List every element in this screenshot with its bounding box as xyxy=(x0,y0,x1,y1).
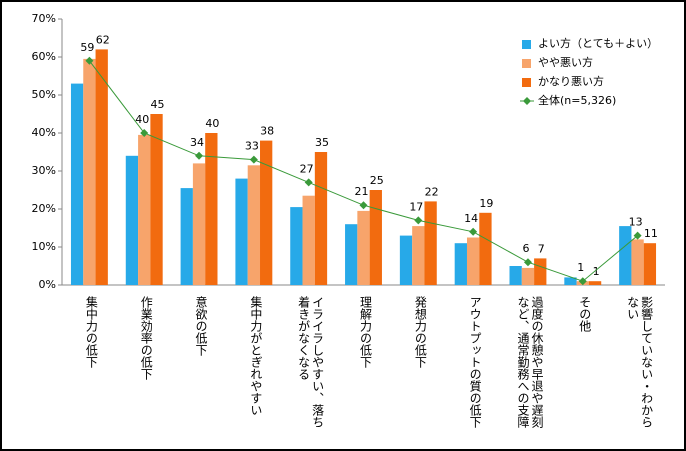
legend-marker xyxy=(523,97,531,105)
data-label: 25 xyxy=(370,174,384,187)
data-label: 13 xyxy=(629,216,643,229)
y-tick-label: 30% xyxy=(32,164,56,177)
data-label: 34 xyxy=(190,136,204,149)
bar xyxy=(399,235,413,285)
bar xyxy=(509,266,522,285)
bar xyxy=(125,155,139,285)
line-marker xyxy=(85,56,94,65)
bar xyxy=(205,133,218,285)
x-tick-label: その他 xyxy=(577,296,592,332)
data-label: 6 xyxy=(522,242,529,255)
line-marker xyxy=(469,227,478,236)
line-marker xyxy=(414,216,423,225)
data-label: 45 xyxy=(151,98,165,111)
bar xyxy=(290,207,303,285)
line-marker xyxy=(304,178,313,187)
legend-label: かなり悪い方 xyxy=(538,74,604,88)
data-label: 62 xyxy=(96,33,110,46)
bar xyxy=(534,258,547,285)
bar xyxy=(369,190,382,285)
bar xyxy=(643,243,657,285)
y-tick-label: 50% xyxy=(32,88,56,101)
y-tick-label: 60% xyxy=(32,50,56,63)
data-label: 22 xyxy=(425,185,439,198)
line-marker xyxy=(140,129,149,137)
data-label: 59 xyxy=(80,41,94,54)
bar xyxy=(631,239,644,285)
bar xyxy=(454,243,467,285)
line-marker xyxy=(195,151,204,160)
bar xyxy=(521,267,535,285)
y-tick-label: 0% xyxy=(39,278,56,291)
legend-swatch xyxy=(522,78,531,87)
bar xyxy=(192,163,206,285)
line-marker xyxy=(633,231,642,240)
bar xyxy=(412,226,425,285)
x-tick-label: 意欲の低下 xyxy=(194,296,209,356)
legend-label: やや悪い方 xyxy=(538,55,593,69)
bar xyxy=(70,83,84,285)
legend-swatch xyxy=(522,40,531,49)
legend-label: よい方（とても＋よい） xyxy=(538,36,658,50)
bar xyxy=(564,277,577,285)
x-tick-label: 集中力の低下 xyxy=(84,296,99,368)
data-label: 1 xyxy=(577,261,584,274)
legend-swatch xyxy=(522,59,531,68)
line-marker xyxy=(249,155,258,164)
bar xyxy=(314,152,328,285)
y-tick-label: 10% xyxy=(32,240,56,253)
bar xyxy=(588,281,602,285)
legend-label: 全体(n=5,326) xyxy=(538,93,616,107)
bar xyxy=(619,226,632,285)
y-tick-label: 40% xyxy=(32,126,56,139)
x-tick-label: アウトプットの質の低下 xyxy=(468,296,483,428)
bar xyxy=(260,140,273,285)
x-tick-label: 作業効率の低下 xyxy=(139,296,154,380)
bar xyxy=(345,224,358,285)
y-tick-label: 20% xyxy=(32,202,56,215)
data-label: 7 xyxy=(538,242,545,255)
y-tick-label: 70% xyxy=(32,12,56,25)
bar xyxy=(180,188,193,285)
data-label: 35 xyxy=(315,136,329,149)
x-tick-label: イライラしやすい、落ち着きがなくなる xyxy=(296,296,325,428)
x-tick-label: 集中力がとぎれやすい xyxy=(248,296,263,416)
bar xyxy=(302,195,315,285)
line-marker xyxy=(523,258,532,267)
data-label: 40 xyxy=(135,113,149,126)
x-tick-label: 影響していない・わからない xyxy=(625,296,654,428)
data-label: 40 xyxy=(205,117,219,130)
bar xyxy=(235,178,248,285)
data-label: 1 xyxy=(593,265,600,278)
data-label: 14 xyxy=(464,212,478,225)
x-tick-label: 発想力の低下 xyxy=(413,296,428,368)
bar xyxy=(357,210,370,285)
bar xyxy=(466,237,480,285)
bar xyxy=(83,58,96,286)
data-label: 27 xyxy=(300,162,314,175)
bar xyxy=(95,49,108,286)
data-label: 11 xyxy=(644,227,658,240)
line-marker xyxy=(359,201,368,210)
bar xyxy=(479,212,492,285)
bar xyxy=(247,165,261,285)
x-tick-label: 過度の休憩や早退や遅刻など、通常勤務への支障 xyxy=(515,296,544,428)
x-tick-label: 理解力の低下 xyxy=(358,296,373,368)
line-marker xyxy=(578,277,587,286)
data-label: 33 xyxy=(245,140,259,153)
data-label: 38 xyxy=(260,125,274,138)
bar xyxy=(424,201,437,285)
data-label: 21 xyxy=(355,185,369,198)
bar xyxy=(138,134,151,285)
bar xyxy=(150,114,163,285)
data-label: 17 xyxy=(409,200,423,213)
data-label: 19 xyxy=(479,197,493,210)
